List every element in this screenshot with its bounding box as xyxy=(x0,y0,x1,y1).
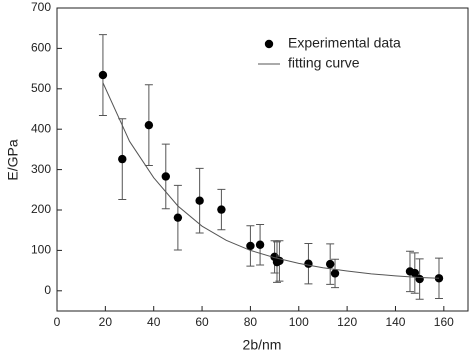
x-tick-label: 40 xyxy=(147,315,161,329)
y-tick-label: 200 xyxy=(31,202,51,216)
y-tick-label: 0 xyxy=(44,283,51,297)
legend-marker xyxy=(264,39,274,49)
y-tick-label: 700 xyxy=(31,0,51,14)
data-point xyxy=(255,240,265,249)
legend-label: Experimental data xyxy=(288,35,401,51)
data-point xyxy=(304,259,313,268)
y-tick-label: 400 xyxy=(31,121,51,135)
data-point xyxy=(98,70,108,80)
y-tick-label: 600 xyxy=(31,41,51,55)
data-point xyxy=(195,196,204,205)
data-point xyxy=(246,241,255,251)
x-tick-label: 120 xyxy=(337,315,357,329)
y-axis-label: E/GPa xyxy=(5,139,21,180)
data-point xyxy=(330,269,340,278)
y-tick-label: 500 xyxy=(31,81,51,95)
plot-frame xyxy=(56,7,469,312)
data-point xyxy=(118,154,127,164)
data-point xyxy=(410,268,420,278)
y-tick-label: 100 xyxy=(31,243,51,257)
x-tick-label: 80 xyxy=(244,315,258,329)
data-point xyxy=(415,274,424,284)
x-tick-label: 160 xyxy=(434,315,454,329)
data-point xyxy=(217,205,226,214)
x-axis-label: 2b/nm xyxy=(243,337,282,353)
x-tick-label: 0 xyxy=(54,315,61,329)
x-tick-label: 20 xyxy=(99,315,113,329)
x-tick-label: 100 xyxy=(289,315,309,329)
data-point xyxy=(144,120,154,130)
x-tick-label: 60 xyxy=(195,315,209,329)
legend-label: fitting curve xyxy=(288,55,360,71)
data-point xyxy=(325,259,335,269)
data-point xyxy=(173,213,183,222)
data-point xyxy=(161,172,170,181)
y-tick-label: 300 xyxy=(31,162,51,176)
fit-line xyxy=(102,82,440,279)
x-tick-label: 140 xyxy=(385,315,405,329)
